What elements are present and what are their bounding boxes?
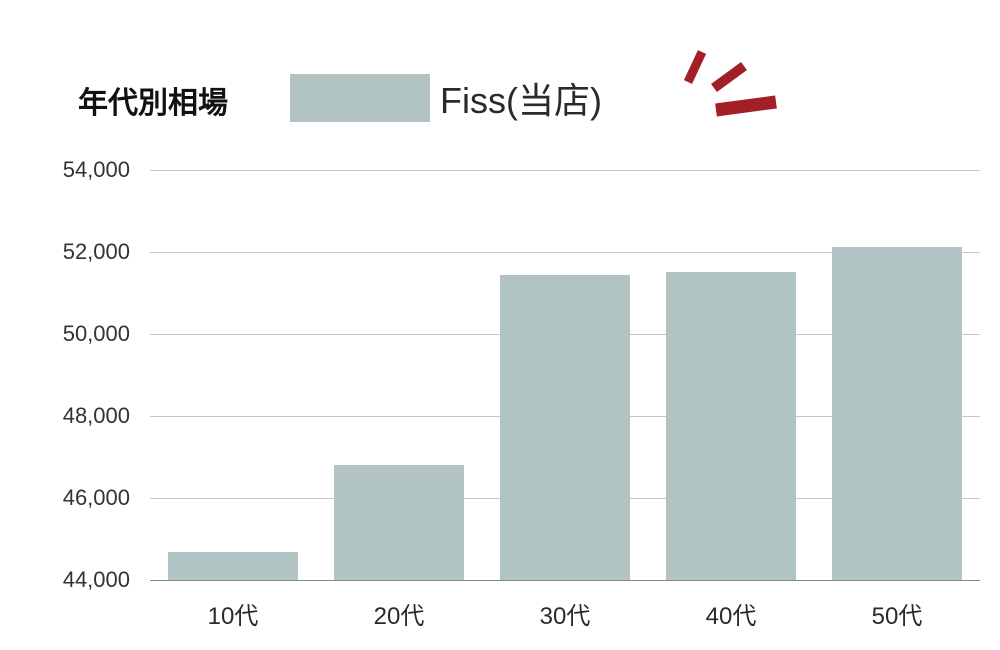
- plot-area: 44,00046,00048,00050,00052,00054,00010代2…: [150, 170, 980, 580]
- ytick-label: 46,000: [50, 485, 130, 511]
- xtick-label: 20代: [374, 596, 425, 631]
- legend-label: Fiss(当店): [440, 72, 602, 124]
- axis-baseline: [150, 580, 980, 581]
- xtick-label: 30代: [540, 596, 591, 631]
- xtick-label: 40代: [706, 596, 757, 631]
- bar: [168, 552, 297, 580]
- gridline: [150, 170, 980, 171]
- ytick-label: 50,000: [50, 321, 130, 347]
- chart-title: 年代別相場: [78, 78, 228, 122]
- legend-swatch: [290, 74, 430, 122]
- ytick-label: 48,000: [50, 403, 130, 429]
- ytick-label: 44,000: [50, 567, 130, 593]
- legend: Fiss(当店): [290, 72, 602, 124]
- xtick-label: 50代: [872, 596, 923, 631]
- bar: [500, 275, 629, 580]
- bar: [334, 465, 463, 580]
- bar: [832, 247, 961, 580]
- bar: [666, 272, 795, 580]
- xtick-label: 10代: [208, 596, 259, 631]
- ytick-label: 52,000: [50, 239, 130, 265]
- chart-stage: 年代別相場 Fiss(当店) 44,00046,00048,00050,0005…: [0, 0, 1000, 650]
- ytick-label: 54,000: [50, 157, 130, 183]
